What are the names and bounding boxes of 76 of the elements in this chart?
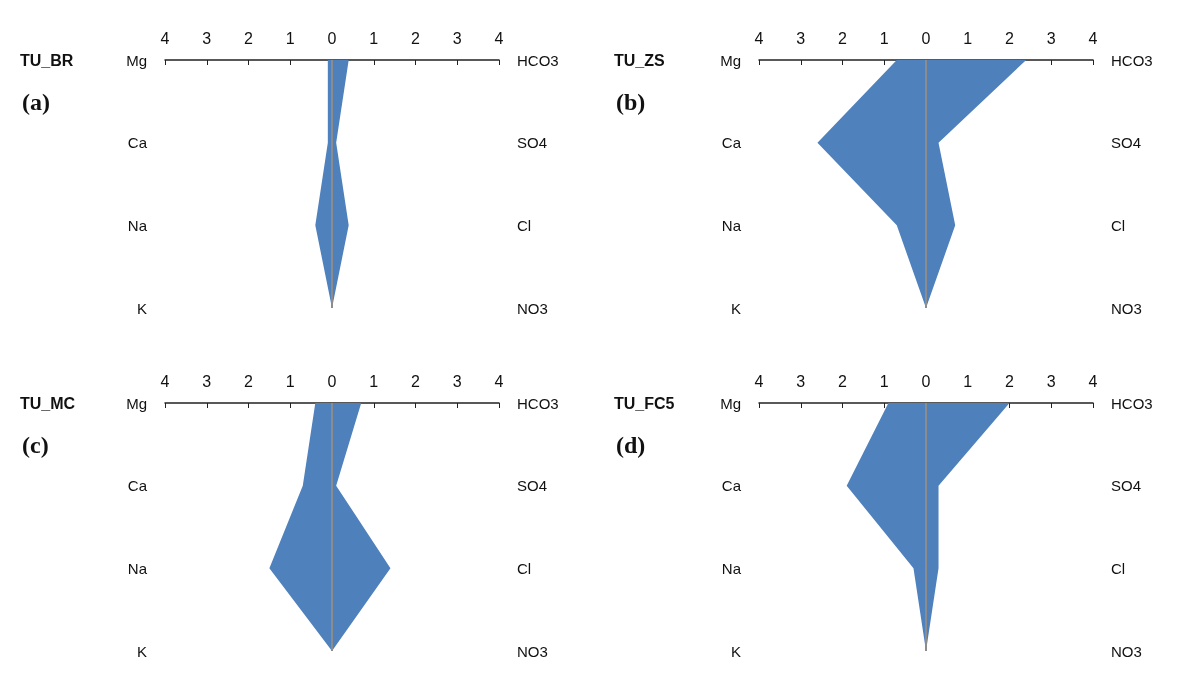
- x-tick-label: 2: [244, 29, 254, 47]
- y2-tick-label: Cl: [1111, 559, 1126, 577]
- x-tick-label: 2: [244, 372, 254, 390]
- x-tick-label: 0: [921, 29, 931, 47]
- y-tick-label: Na: [721, 216, 742, 234]
- x-tick-label: 3: [202, 29, 212, 47]
- y2-tick-label: SO4: [1111, 134, 1142, 152]
- x-tick-label: 1: [285, 29, 295, 47]
- y-tick-label: Mg: [126, 394, 147, 412]
- y-tick-label: K: [730, 642, 741, 660]
- y2-tick-label: SO4: [1111, 477, 1142, 495]
- text: (a): [22, 89, 50, 115]
- y2-tick-label: SO4: [517, 477, 548, 495]
- y2-tick-label: HCO3: [1111, 51, 1153, 69]
- x-tick-label: 2: [411, 372, 421, 390]
- x-tick-label: 4: [494, 372, 504, 390]
- x-tick-label: 2: [838, 29, 848, 47]
- chart-title: TU_BR: [20, 51, 74, 69]
- y-tick-label: Na: [721, 559, 742, 577]
- x-tick-label: 0: [327, 372, 337, 390]
- y2-tick-label: HCO3: [517, 394, 559, 412]
- x-tick-label: 4: [1088, 372, 1098, 390]
- x-tick-label: 4: [754, 372, 764, 390]
- x-tick-label: 3: [452, 372, 462, 390]
- y2-tick-label: NO3: [517, 642, 548, 660]
- x-tick-label: 2: [411, 29, 421, 47]
- x-tick-label: 3: [796, 372, 806, 390]
- y2-tick-label: Cl: [1111, 216, 1126, 234]
- x-tick-label: 3: [796, 29, 806, 47]
- y-tick-label: K: [136, 299, 147, 317]
- chart-title: TU_FC5: [614, 394, 675, 412]
- y-tick-label: Na: [127, 559, 148, 577]
- x-tick-label: 3: [452, 29, 462, 47]
- y-tick-label: Ca: [127, 134, 148, 152]
- x-tick-label: 2: [1005, 372, 1015, 390]
- y-tick-label: Ca: [721, 477, 742, 495]
- x-tick-label: 4: [754, 29, 764, 47]
- text: (c): [22, 432, 49, 458]
- y2-tick-label: HCO3: [517, 51, 559, 69]
- x-tick-label: 1: [369, 29, 379, 47]
- x-tick-label: 1: [963, 372, 973, 390]
- x-tick-label: 1: [963, 29, 973, 47]
- y2-tick-label: HCO3: [1111, 394, 1153, 412]
- chart-title: TU_ZS: [614, 51, 665, 69]
- y2-tick-label: Cl: [517, 216, 532, 234]
- x-tick-label: 0: [921, 372, 931, 390]
- x-tick-label: 1: [879, 29, 889, 47]
- chart-title: TU_MC: [20, 394, 76, 412]
- y-tick-label: K: [136, 642, 147, 660]
- y2-tick-label: NO3: [517, 299, 548, 317]
- x-tick-label: 2: [1005, 29, 1015, 47]
- x-tick-label: 4: [160, 29, 170, 47]
- x-tick-label: 4: [494, 29, 504, 47]
- x-tick-label: 4: [1088, 29, 1098, 47]
- x-tick-label: 0: [327, 29, 337, 47]
- y2-tick-label: NO3: [1111, 642, 1142, 660]
- x-tick-label: 3: [1046, 29, 1056, 47]
- y-tick-label: K: [730, 299, 741, 317]
- y2-tick-label: Cl: [517, 559, 532, 577]
- x-tick-label: 3: [1046, 372, 1056, 390]
- y2-tick-label: NO3: [1111, 299, 1142, 317]
- y-tick-label: Mg: [720, 51, 741, 69]
- text: (d): [616, 432, 646, 458]
- y-tick-label: Mg: [720, 394, 741, 412]
- x-tick-label: 1: [285, 372, 295, 390]
- x-tick-label: 2: [838, 372, 848, 390]
- x-tick-label: 4: [160, 372, 170, 390]
- x-tick-label: 1: [879, 372, 889, 390]
- text: (b): [616, 89, 646, 115]
- y-tick-label: Ca: [721, 134, 742, 152]
- x-tick-label: 3: [202, 372, 212, 390]
- y2-tick-label: SO4: [517, 134, 548, 152]
- y-tick-label: Ca: [127, 477, 148, 495]
- y-tick-label: Mg: [126, 51, 147, 69]
- x-tick-label: 1: [369, 372, 379, 390]
- y-tick-label: Na: [127, 216, 148, 234]
